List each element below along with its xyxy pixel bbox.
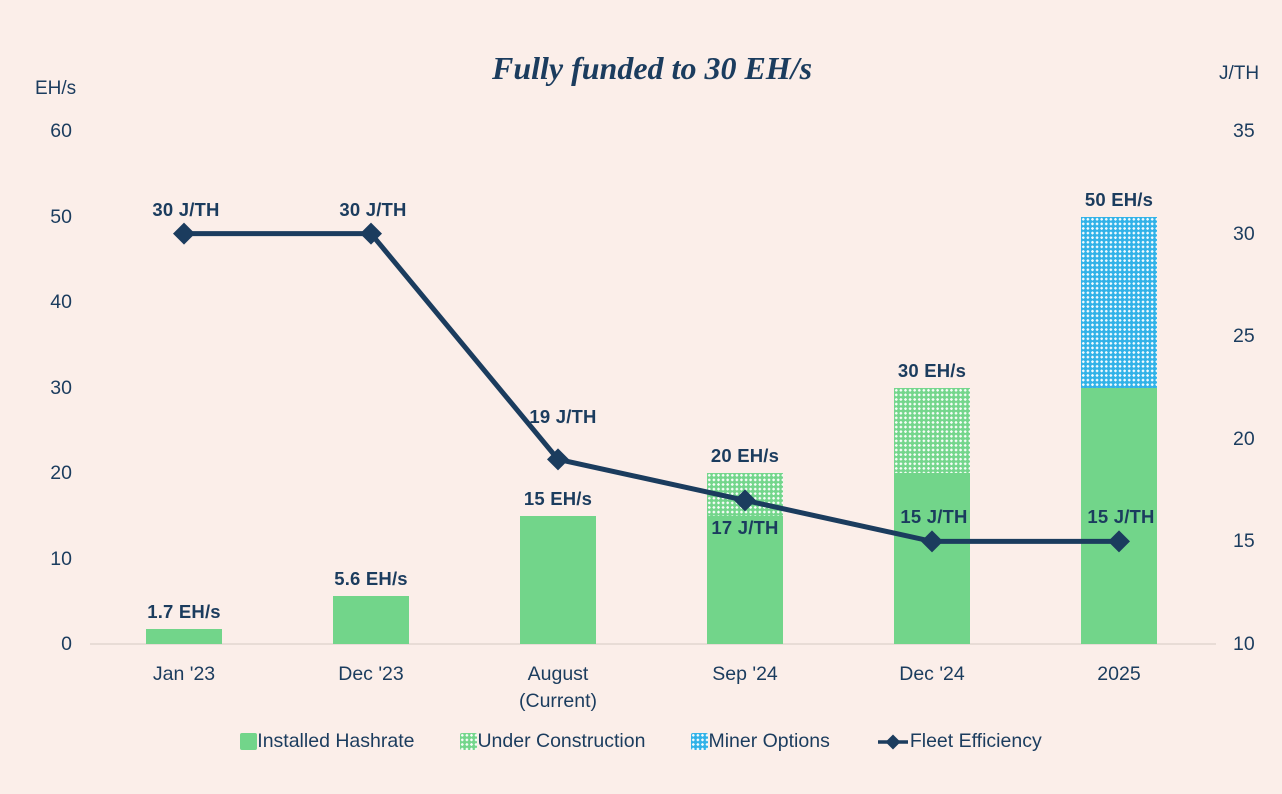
x-axis-label-text: Dec '24	[899, 663, 965, 685]
chart-title: Fully funded to 30 EH/s	[491, 50, 813, 86]
legend-item-label: Under Construction	[477, 730, 646, 752]
left-axis-tick: 50	[50, 205, 72, 228]
left-axis-tick: 0	[61, 633, 72, 655]
legend-item-label: Fleet Efficiency	[909, 730, 1042, 752]
fleet-efficiency-legend-icon	[877, 734, 908, 749]
efficiency-value-label: 17 J/TH	[711, 517, 779, 539]
left-axis-tick: 20	[50, 462, 72, 484]
bar-segment-pattern-green	[894, 387, 970, 473]
left-axis-tick: 10	[50, 547, 72, 570]
efficiency-value-label: 30 J/TH	[152, 198, 220, 220]
x-axis-label: Sep '24	[712, 661, 778, 688]
fleet-efficiency-marker	[360, 222, 382, 245]
bar-value-label: 30 EH/s	[897, 359, 967, 381]
legend-item-installed-hashrate: Installed Hashrate	[240, 730, 414, 753]
bar-segment-solid-green	[894, 473, 970, 644]
bar-segment-solid-green	[333, 596, 409, 644]
legend-item-fleet-efficiency: Fleet Efficiency	[876, 730, 1042, 753]
legend-item-under-construction: Under Construction	[460, 730, 645, 753]
x-axis-sublabel-text: (Current)	[518, 690, 598, 712]
bar-segment-pattern-green	[707, 473, 783, 516]
right-axis-tick: 30	[1233, 222, 1255, 245]
bar-value-label: 1.7 EH/s	[147, 601, 221, 623]
right-axis-tick: 35	[1233, 120, 1255, 142]
efficiency-value-label: 19 J/TH	[529, 406, 597, 428]
x-axis-label-text: Dec '23	[338, 663, 404, 685]
bar-value-label: 15 EH/s	[523, 487, 593, 509]
right-axis-tick: 15	[1233, 530, 1255, 553]
bar-value-label: 5.6 EH/s	[334, 568, 408, 590]
x-axis-label: Dec '24	[899, 661, 965, 688]
legend-item-label: Installed Hashrate	[257, 730, 415, 752]
solid-green-swatch-icon	[240, 733, 258, 750]
x-axis-label-text: August	[527, 663, 589, 685]
right-axis-unit-label: J/TH	[1219, 63, 1260, 84]
x-axis-label: Dec '23	[338, 661, 404, 688]
legend-item-miner-options: Miner Options	[691, 730, 830, 753]
right-axis-tick: 20	[1233, 427, 1255, 450]
right-axis-tick: 10	[1233, 633, 1255, 655]
left-axis-unit-label: EH/s	[35, 78, 77, 99]
x-axis-label: Jan '23	[153, 661, 215, 688]
bar-segment-pattern-blue	[1081, 216, 1157, 388]
x-axis-label-text: Jan '23	[152, 663, 216, 685]
fleet-efficiency-marker	[173, 222, 195, 245]
pattern-blue-swatch-icon	[691, 733, 709, 750]
x-axis-baseline	[90, 643, 1216, 645]
left-axis-tick: 60	[50, 120, 72, 142]
x-axis-label-text: Sep '24	[712, 663, 778, 685]
fleet-efficiency-line	[184, 231, 1119, 544]
pattern-green-swatch-icon	[460, 733, 478, 750]
x-axis-label-text: 2025	[1097, 663, 1141, 685]
left-axis-tick: 30	[50, 376, 72, 399]
efficiency-value-label: 15 J/TH	[900, 506, 968, 528]
x-axis-label: August (Current)	[519, 661, 597, 715]
bar-value-label: 50 EH/s	[1084, 188, 1154, 210]
left-axis-tick: 40	[50, 291, 72, 313]
right-axis-tick: 25	[1233, 325, 1255, 348]
efficiency-value-label: 30 J/TH	[339, 198, 407, 220]
x-axis-label: 2025	[1097, 661, 1140, 688]
legend: Installed Hashrate Under Construction Mine…	[0, 730, 1282, 753]
bar-segment-solid-green	[146, 629, 222, 644]
legend-item-label: Miner Options	[708, 730, 830, 752]
efficiency-value-label: 15 J/TH	[1087, 506, 1155, 528]
fleet-efficiency-marker	[547, 448, 569, 471]
bar-segment-solid-green	[520, 515, 596, 644]
bar-value-label: 20 EH/s	[710, 445, 780, 466]
